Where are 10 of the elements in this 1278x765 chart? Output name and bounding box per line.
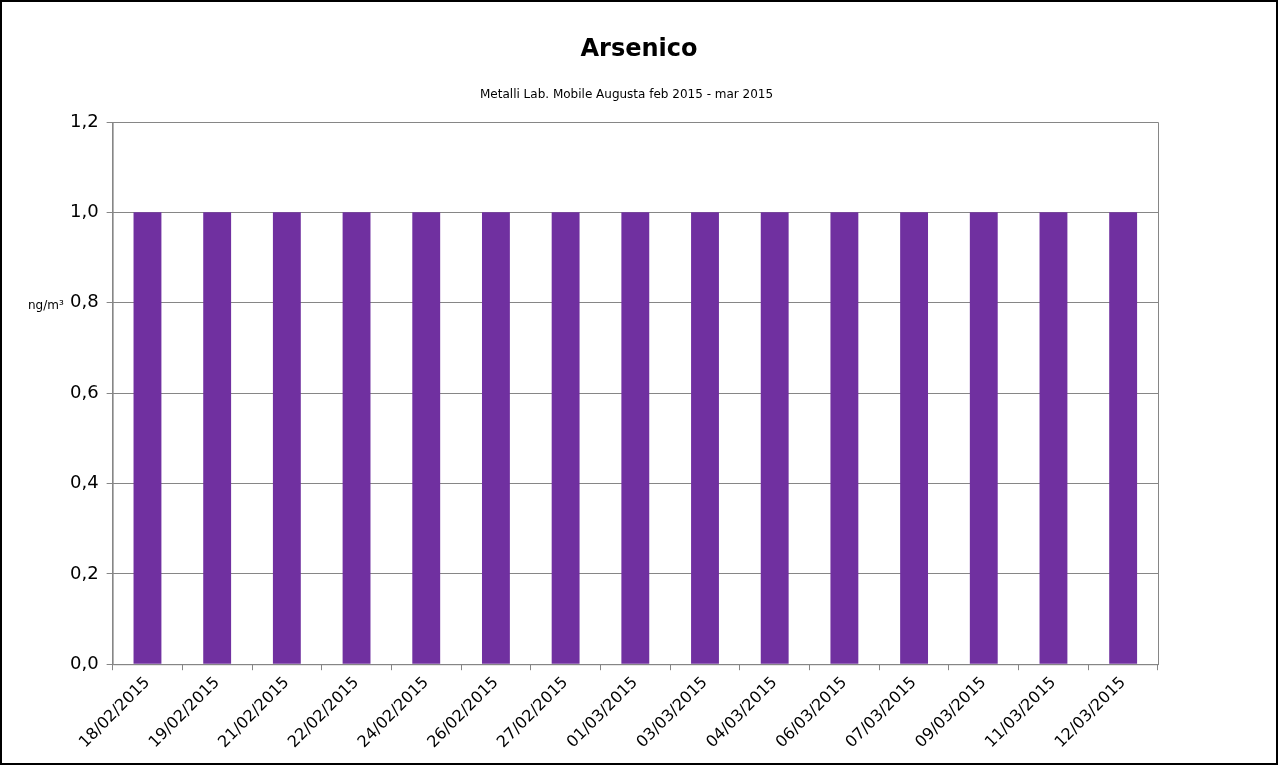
y-axis-title: ng/m³	[28, 298, 64, 312]
y-tick-label: 0,2	[69, 561, 99, 583]
y-tick-label: 1,2	[69, 109, 99, 131]
y-tick-label: 0,8	[69, 290, 99, 312]
y-tick-label: 0,0	[69, 651, 99, 673]
y-tick-label: 0,4	[69, 471, 99, 493]
y-tick-label: 1,0	[69, 200, 99, 222]
y-tick-label: 0,6	[69, 380, 99, 402]
chart-subtitle: Metalli Lab. Mobile Augusta feb 2015 - mar 2015	[480, 86, 775, 102]
chart-title: Arsenico	[579, 34, 699, 62]
